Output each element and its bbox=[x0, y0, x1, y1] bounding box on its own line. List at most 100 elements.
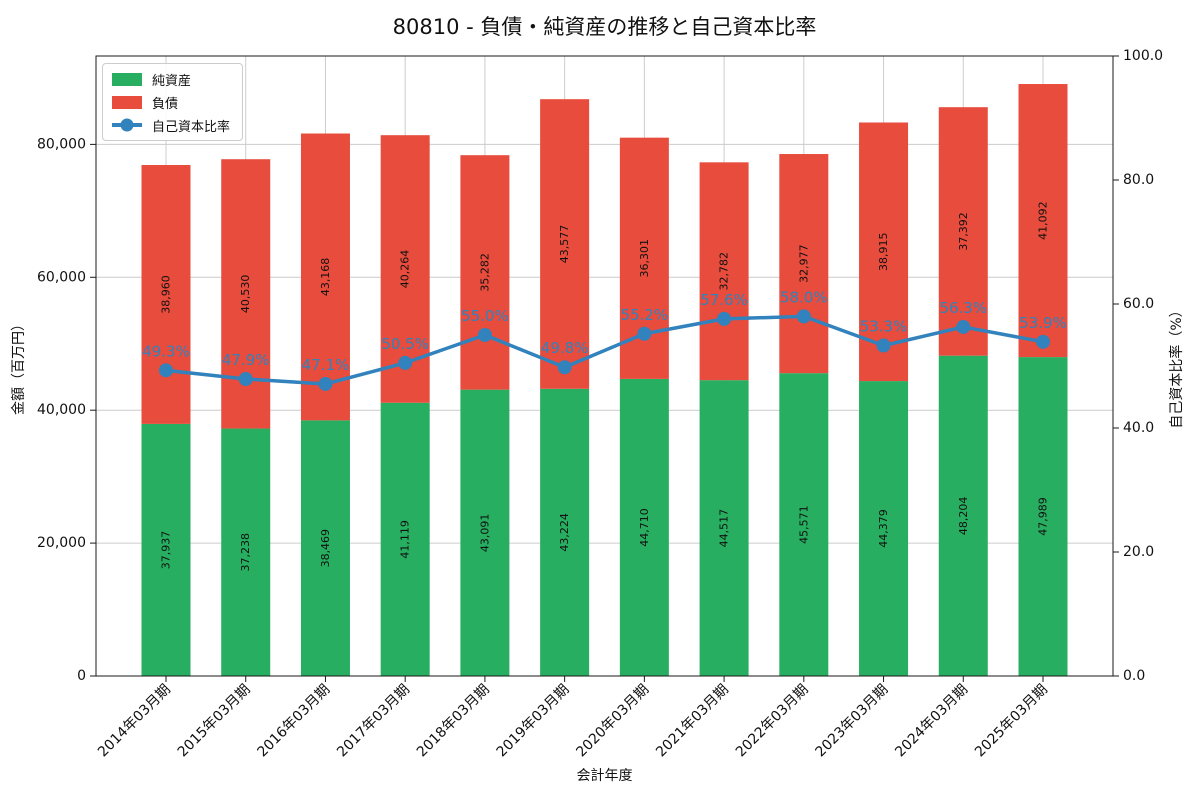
x-tick-label: 2016年03月期 bbox=[254, 682, 333, 761]
equity-ratio-marker bbox=[796, 309, 811, 324]
bar-value-label-net-assets: 38,469 bbox=[319, 529, 332, 568]
equity-ratio-value-label: 47.9% bbox=[222, 351, 270, 369]
bar-segment-liabilities bbox=[779, 154, 829, 374]
bar-segment-net-assets bbox=[938, 355, 988, 676]
equity-ratio-value-label: 56.3% bbox=[939, 299, 987, 317]
legend: 純資産 負債 自己資本比率 bbox=[102, 63, 244, 141]
equity-ratio-value-label: 53.9% bbox=[1019, 314, 1067, 332]
bar-segment-net-assets bbox=[540, 388, 590, 676]
bar-segment-liabilities bbox=[540, 99, 590, 389]
equity-ratio-marker bbox=[477, 328, 492, 342]
x-tick-label: 2020年03月期 bbox=[573, 682, 652, 761]
y-left-tick-label: 40,000 bbox=[37, 402, 86, 418]
x-tick-label: 2021年03月期 bbox=[653, 682, 732, 761]
bar-value-label-net-assets: 37,238 bbox=[239, 533, 252, 572]
x-tick-label: 2015年03月期 bbox=[175, 682, 254, 761]
equity-ratio-value-label: 50.5% bbox=[381, 335, 429, 353]
bar-value-label-liabilities: 43,577 bbox=[558, 225, 571, 264]
legend-item-net-assets: 純資産 bbox=[112, 71, 230, 89]
y-axis-left-title: 金額（百万円） bbox=[11, 317, 27, 415]
equity-ratio-marker bbox=[876, 338, 891, 353]
x-axis-title: 会計年度 bbox=[576, 768, 633, 784]
bar-segment-net-assets bbox=[619, 378, 669, 676]
y-left-tick-label: 20,000 bbox=[37, 535, 86, 551]
equity-ratio-marker bbox=[557, 360, 572, 375]
legend-line-marker-equity-ratio bbox=[112, 118, 142, 132]
equity-ratio-value-label: 58.0% bbox=[780, 288, 828, 306]
equity-ratio-line bbox=[165, 314, 1044, 386]
bar-segment-net-assets bbox=[859, 381, 909, 676]
bar-value-label-liabilities: 32,782 bbox=[718, 252, 731, 291]
plot-border bbox=[95, 55, 1114, 677]
bar-segment-net-assets bbox=[460, 389, 510, 676]
chart-title: 80810 - 負債・純資産の推移と自己資本比率 bbox=[392, 15, 817, 39]
legend-item-liabilities: 負債 bbox=[112, 94, 230, 112]
equity-ratio-marker bbox=[159, 363, 173, 378]
equity-ratio-value-label: 49.3% bbox=[142, 342, 190, 360]
bar-value-label-liabilities: 36,301 bbox=[638, 239, 651, 278]
legend-label-equity-ratio: 自己資本比率 bbox=[152, 119, 231, 135]
legend-label-net-assets: 純資産 bbox=[152, 73, 192, 89]
bar-segment-net-assets bbox=[699, 380, 749, 676]
bar-value-label-liabilities: 40,530 bbox=[239, 275, 252, 314]
bar-segment-liabilities bbox=[300, 133, 350, 421]
y-axis-right-title: 自己資本比率（%） bbox=[1169, 303, 1185, 429]
legend-label-liabilities: 負債 bbox=[152, 96, 179, 112]
equity-ratio-marker bbox=[398, 355, 413, 370]
legend-item-equity-ratio: 自己資本比率 bbox=[112, 117, 231, 135]
bar-value-label-net-assets: 48,204 bbox=[957, 497, 970, 536]
bar-segment-net-assets bbox=[300, 420, 350, 676]
x-tick-label: 2018年03月期 bbox=[414, 682, 493, 761]
bar-value-label-net-assets: 44,710 bbox=[638, 508, 651, 547]
y-right-tick-label: 0.0 bbox=[1123, 668, 1145, 684]
bar-value-label-liabilities: 38,960 bbox=[160, 275, 173, 314]
bar-segment-liabilities bbox=[141, 165, 191, 424]
equity-ratio-marker bbox=[238, 372, 253, 387]
bar-value-label-net-assets: 41,119 bbox=[399, 520, 412, 559]
bar-value-label-net-assets: 44,379 bbox=[877, 509, 890, 548]
bar-value-label-liabilities: 35,282 bbox=[478, 253, 491, 292]
bar-value-label-liabilities: 40,264 bbox=[399, 250, 412, 289]
equity-ratio-value-label: 55.2% bbox=[621, 306, 669, 324]
x-tick-label: 2019年03月期 bbox=[494, 682, 573, 761]
bar-segment-liabilities bbox=[699, 162, 749, 381]
bar-value-label-net-assets: 37,937 bbox=[160, 531, 173, 570]
x-tick-label: 2017年03月期 bbox=[334, 682, 413, 761]
x-tick-label: 2023年03月期 bbox=[813, 682, 892, 761]
bar-value-label-net-assets: 43,224 bbox=[558, 513, 571, 552]
legend-dot-equity-ratio bbox=[120, 118, 134, 132]
equity-ratio-value-label: 47.1% bbox=[302, 356, 350, 374]
equity-ratio-value-label: 57.6% bbox=[700, 291, 748, 309]
y-right-tick-label: 100.0 bbox=[1123, 48, 1163, 64]
equity-ratio-marker bbox=[318, 376, 333, 391]
y-left-tick-label: 0 bbox=[77, 668, 86, 684]
equity-ratio-marker bbox=[1036, 334, 1050, 349]
legend-swatch-liabilities bbox=[112, 95, 142, 109]
bar-segment-liabilities bbox=[938, 107, 988, 356]
y-right-tick-label: 60.0 bbox=[1123, 296, 1154, 312]
bar-value-label-liabilities: 37,392 bbox=[957, 212, 970, 251]
equity-ratio-value-label: 53.3% bbox=[860, 318, 908, 336]
equity-ratio-marker bbox=[956, 319, 971, 334]
bar-segment-liabilities bbox=[1018, 84, 1068, 358]
x-tick-label: 2024年03月期 bbox=[892, 682, 971, 761]
x-tick-label: 2014年03月期 bbox=[95, 682, 174, 761]
bar-value-label-liabilities: 38,915 bbox=[877, 233, 890, 272]
y-left-tick-label: 80,000 bbox=[37, 136, 86, 152]
bar-value-label-net-assets: 45,571 bbox=[797, 505, 810, 544]
equity-ratio-marker bbox=[717, 311, 732, 326]
equity-ratio-value-label: 55.0% bbox=[461, 307, 509, 325]
bar-segment-net-assets bbox=[221, 428, 271, 676]
equity-ratio-marker bbox=[637, 326, 652, 341]
y-right-tick-label: 20.0 bbox=[1123, 544, 1154, 560]
equity-ratio-value-label: 49.8% bbox=[541, 339, 589, 357]
bar-segment-net-assets bbox=[380, 402, 430, 676]
bar-segment-net-assets bbox=[141, 423, 191, 676]
bar-segment-net-assets bbox=[779, 373, 829, 676]
bar-value-label-liabilities: 41,092 bbox=[1037, 201, 1050, 240]
y-left-tick-label: 60,000 bbox=[37, 269, 86, 285]
x-tick-label: 2025年03月期 bbox=[972, 682, 1051, 761]
bar-segment-liabilities bbox=[460, 155, 510, 390]
